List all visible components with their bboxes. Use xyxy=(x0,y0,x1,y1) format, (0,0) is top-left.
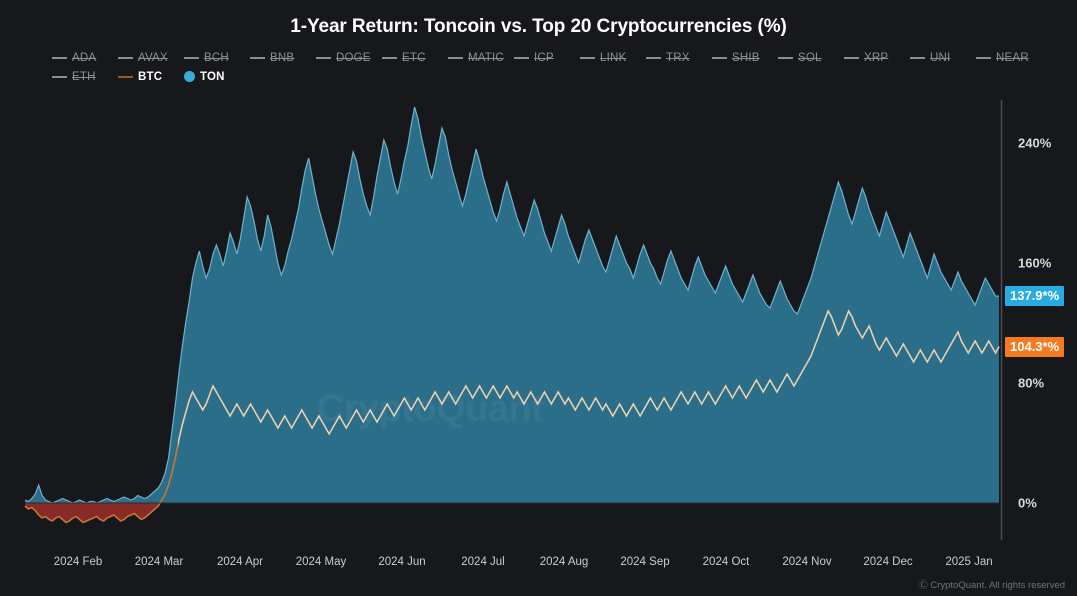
legend-item-etc[interactable]: ETC xyxy=(382,48,448,67)
btc-negative-fill xyxy=(25,503,159,523)
legend-row-1: ADA AVAX BCH BNB DOGE ETC MATIC ICP LINK TRX SHIB S… xyxy=(52,48,1042,67)
legend-item-label: LINK xyxy=(600,51,627,64)
page-title: 1-Year Return: Toncoin vs. Top 20 Crypto… xyxy=(290,16,787,37)
legend-item-link[interactable]: LINK xyxy=(580,48,646,67)
line-icon xyxy=(844,56,859,59)
legend-item-label: SOL xyxy=(798,51,822,64)
x-axis-tick-label: 2024 Apr xyxy=(216,556,264,568)
legend-item-doge[interactable]: DOGE xyxy=(316,48,382,67)
line-icon xyxy=(448,56,463,59)
line-icon xyxy=(118,56,133,59)
x-axis-tick-label: 2024 Jun xyxy=(378,556,426,568)
line-icon xyxy=(976,56,991,59)
footer-copyright: Ⓒ CryptoQuant. All rights reserved xyxy=(918,580,1065,591)
line-icon xyxy=(910,56,925,59)
legend-item-eth[interactable]: ETH xyxy=(52,67,118,86)
legend-item-shib[interactable]: SHIB xyxy=(712,48,778,67)
legend-item-label: XRP xyxy=(864,51,889,64)
legend-item-btc[interactable]: BTC xyxy=(118,67,184,86)
x-axis-tick-label: 2024 Feb xyxy=(53,556,103,568)
legend-item-label: ICP xyxy=(534,51,554,64)
line-icon xyxy=(52,56,67,59)
x-axis-tick-label: 2024 Sep xyxy=(620,556,670,568)
legend-item-label: ADA xyxy=(72,51,97,64)
x-axis-tick-label: 2024 Dec xyxy=(863,556,913,568)
legend-item-xrp[interactable]: XRP xyxy=(844,48,910,67)
line-icon xyxy=(778,56,793,59)
y-axis-tick-label: 240% xyxy=(1018,135,1052,151)
line-icon xyxy=(118,75,133,78)
legend-item-icp[interactable]: ICP xyxy=(514,48,580,67)
value-badge-ton: 137.9*% xyxy=(1005,286,1065,307)
legend-item-label: BCH xyxy=(204,51,229,64)
plot-area: CryptoQuant xyxy=(0,100,1077,540)
line-icon xyxy=(184,56,199,59)
legend-item-label: ETC xyxy=(402,51,426,64)
value-badge-btc: 104.3*% xyxy=(1005,336,1065,357)
y-axis-tick-label: 0% xyxy=(1018,495,1037,511)
legend-item-label: TRX xyxy=(666,51,690,64)
line-icon xyxy=(580,56,595,59)
ton-line xyxy=(24,106,1000,504)
x-axis-tick-label: 2024 Oct xyxy=(702,556,750,568)
y-axis-tick-label: 160% xyxy=(1018,255,1052,271)
legend-item-label: DOGE xyxy=(336,51,371,64)
ton-area-fill xyxy=(25,107,999,503)
legend-row-2: ETH BTC TON xyxy=(52,67,1042,86)
y-axis-tick-label: 80% xyxy=(1018,375,1045,391)
legend-item-label: AVAX xyxy=(138,51,168,64)
x-axis-tick-label: 2025 Jan xyxy=(945,556,993,568)
x-axis-tick-label: 2024 Jul xyxy=(461,556,505,568)
x-axis-tick-label: 2024 Mar xyxy=(134,556,184,568)
x-axis-tick-label: 2024 Aug xyxy=(539,556,589,568)
line-icon xyxy=(52,75,67,78)
x-axis-tick-label: 2024 Nov xyxy=(782,556,832,568)
series-layer xyxy=(24,106,1000,524)
legend-item-label: ETH xyxy=(72,70,96,83)
chart-svg xyxy=(0,100,1077,540)
legend-item-sol[interactable]: SOL xyxy=(778,48,844,67)
legend-item-label: BNB xyxy=(270,51,295,64)
legend-item-avax[interactable]: AVAX xyxy=(118,48,184,67)
dot-icon xyxy=(184,71,195,82)
line-icon xyxy=(712,56,727,59)
legend-item-trx[interactable]: TRX xyxy=(646,48,712,67)
line-icon xyxy=(514,56,529,59)
x-axis-tick-label: 2024 May xyxy=(295,556,347,568)
line-icon xyxy=(382,56,397,59)
legend-item-near[interactable]: NEAR xyxy=(976,48,1042,67)
legend-item-label: TON xyxy=(200,70,225,83)
legend-item-label: BTC xyxy=(138,70,163,83)
line-icon xyxy=(646,56,661,59)
legend-item-ton[interactable]: TON xyxy=(184,67,250,86)
legend-item-label: MATIC xyxy=(468,51,504,64)
line-icon xyxy=(250,56,265,59)
legend-item-uni[interactable]: UNI xyxy=(910,48,976,67)
legend-item-label: NEAR xyxy=(996,51,1029,64)
chart-legend: ADA AVAX BCH BNB DOGE ETC MATIC ICP LINK TRX SHIB S… xyxy=(52,48,1042,86)
legend-item-bch[interactable]: BCH xyxy=(184,48,250,67)
btc-line xyxy=(178,309,1000,449)
line-icon xyxy=(316,56,331,59)
legend-item-label: UNI xyxy=(930,51,951,64)
legend-item-bnb[interactable]: BNB xyxy=(250,48,316,67)
legend-item-ada[interactable]: ADA xyxy=(52,48,118,67)
legend-item-matic[interactable]: MATIC xyxy=(448,48,514,67)
legend-item-label: SHIB xyxy=(732,51,760,64)
